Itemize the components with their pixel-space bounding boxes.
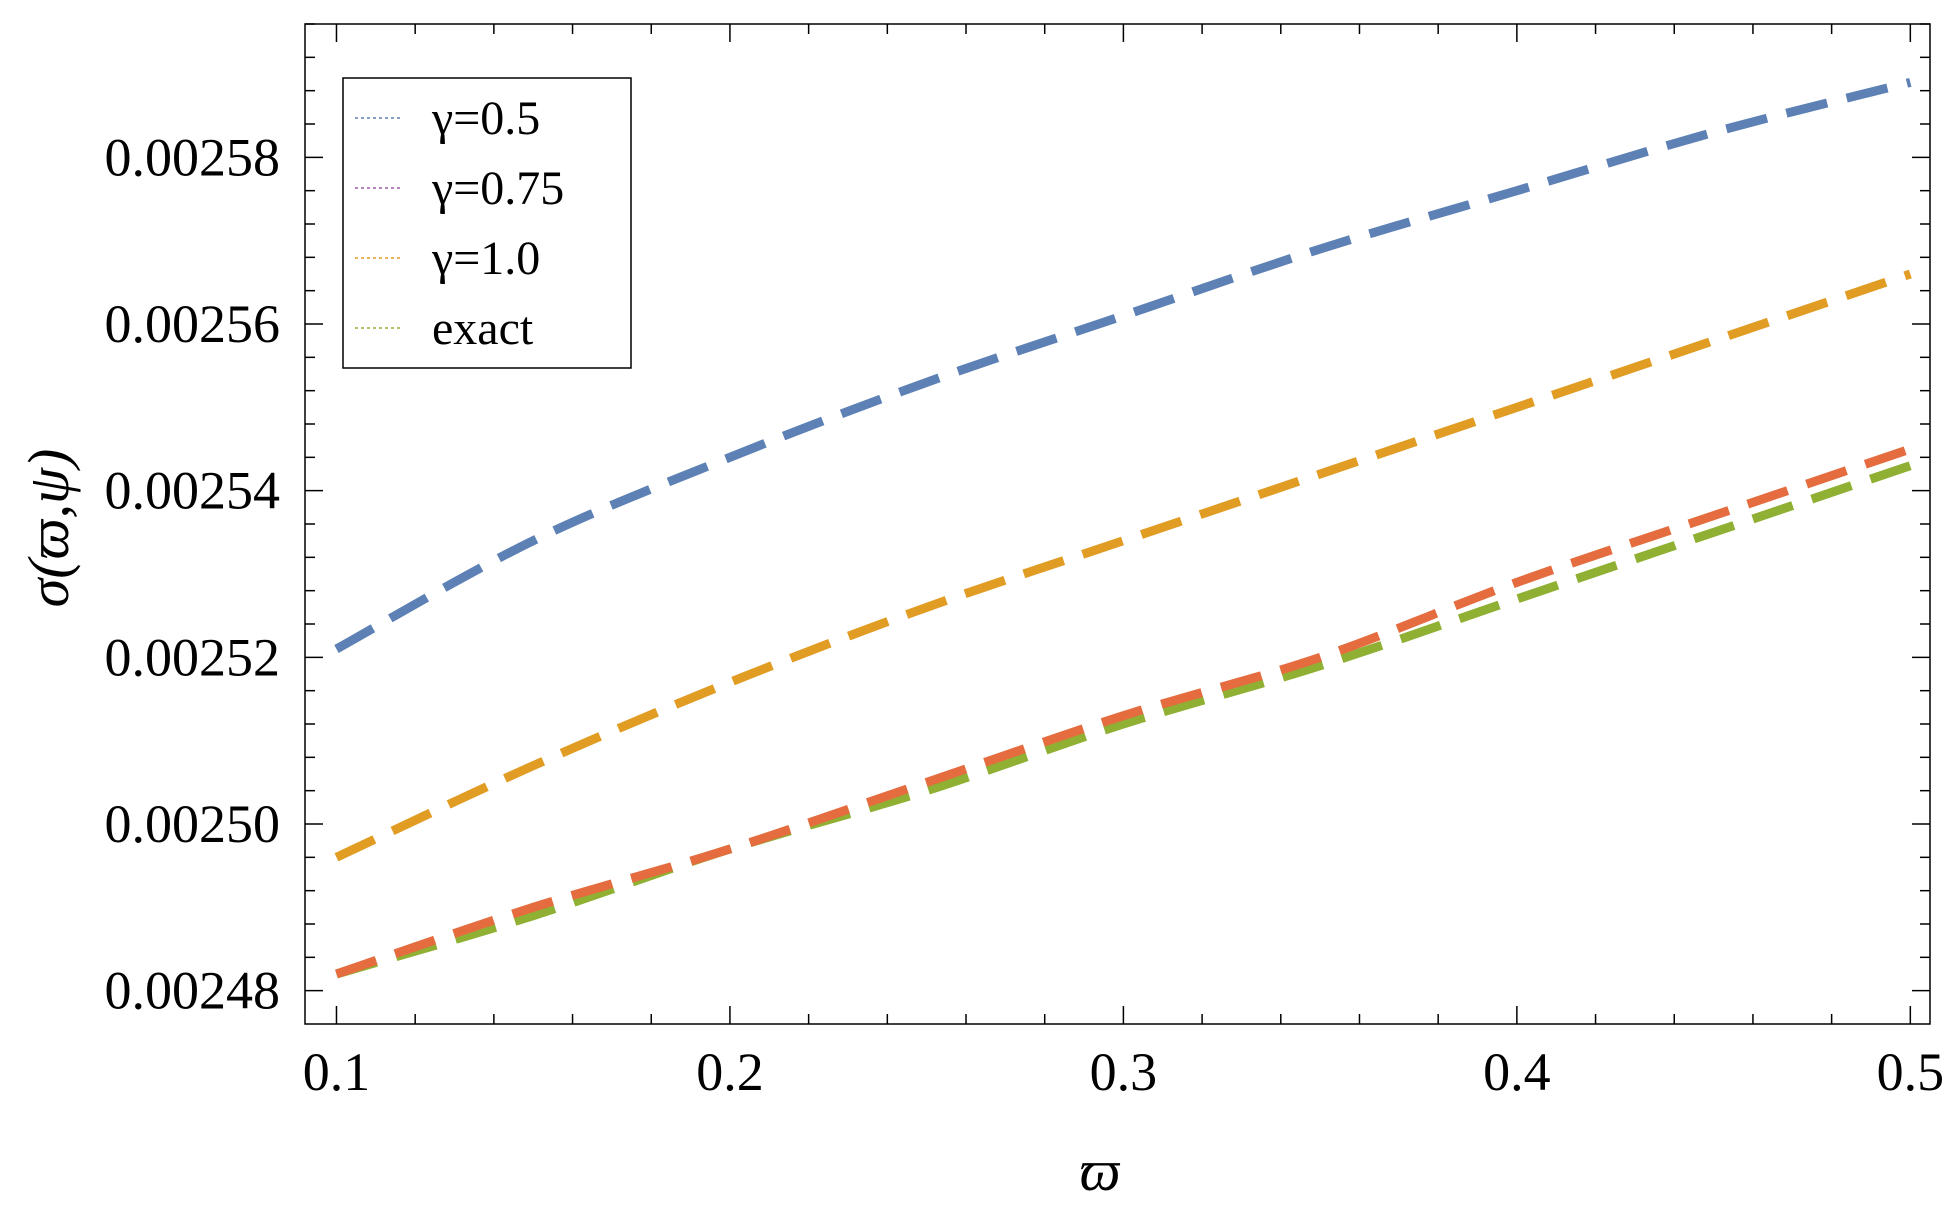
x-tick-label: 0.2 [696, 1042, 764, 1102]
legend: γ=0.5 γ=0.75 γ=1.0 exact [342, 77, 632, 369]
y-tick-label: 0.00252 [105, 627, 281, 687]
y-tick-label: 0.00258 [105, 127, 281, 187]
series-line-1 [335, 444, 1912, 979]
y-tick-label: 0.00250 [105, 794, 281, 854]
y-tick-label: 0.00254 [105, 461, 281, 521]
x-tick-label: 0.3 [1090, 1042, 1158, 1102]
x-tick-label: 0.5 [1877, 1042, 1943, 1102]
legend-entries: γ=0.5 γ=0.75 γ=1.0 exact [355, 92, 564, 355]
legend-box [342, 77, 632, 369]
x-tick-label: 0.4 [1483, 1042, 1551, 1102]
y-tick-label: 0.00248 [105, 961, 281, 1021]
series-lines [334, 77, 1912, 979]
y-tick-label: 0.00256 [105, 294, 281, 354]
legend-label: γ=0.75 [431, 162, 564, 215]
ticks [305, 23, 1930, 1024]
series-line-2 [334, 269, 1912, 862]
series-line-3 [335, 461, 1912, 979]
legend-label: γ=0.5 [431, 92, 540, 145]
tick-labels: 0.1 0.2 0.3 0.4 0.5 0.00248 0.00250 0.00252 0.00… [105, 127, 1943, 1102]
legend-label: γ=1.0 [431, 232, 540, 285]
x-tick-label: 0.1 [303, 1042, 371, 1102]
legend-label: exact [432, 302, 534, 355]
x-axis-title: ϖ [1080, 1138, 1121, 1203]
y-axis-title: σ(ϖ,ψ) [16, 449, 81, 608]
